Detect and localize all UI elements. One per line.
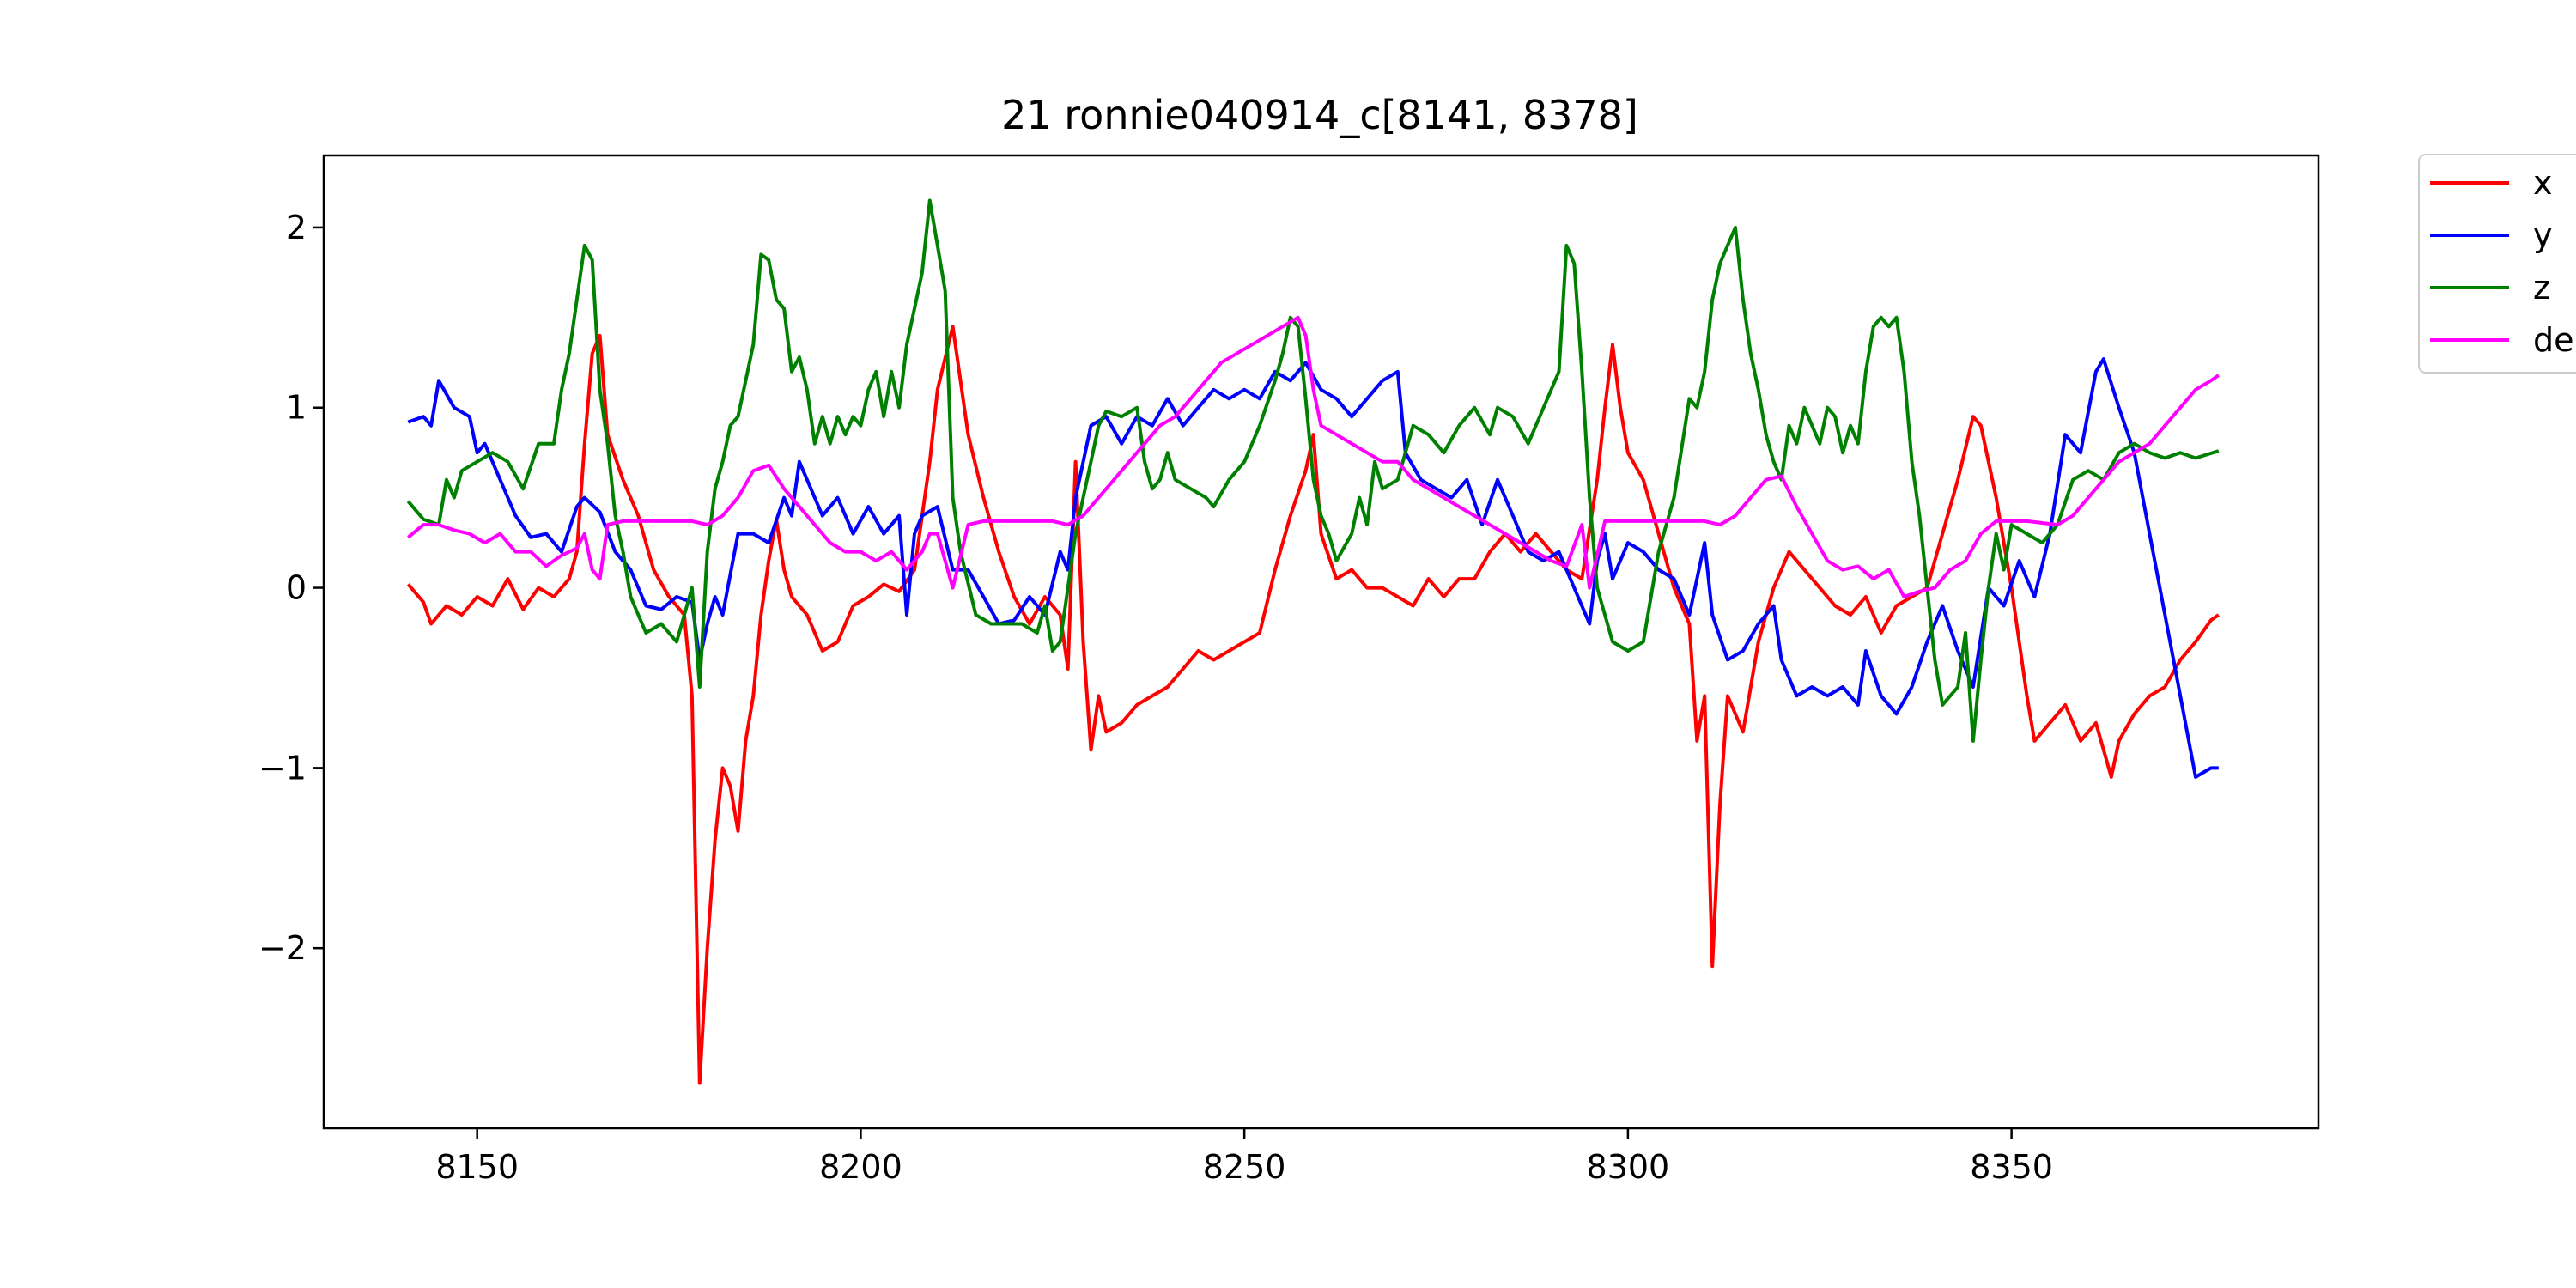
y-tick-label: −2 (258, 929, 307, 967)
x-tick-label: 8250 (1203, 1148, 1286, 1186)
y-tick-label: 2 (286, 209, 307, 246)
y-axis: 2 1 0 −1 −2 (258, 209, 324, 967)
legend-label-z: z (2533, 269, 2550, 307)
legend-box (2418, 154, 2576, 374)
y-tick-label: −1 (258, 749, 307, 787)
legend-label-x: x (2533, 164, 2553, 202)
series-line-x (406, 325, 2220, 1085)
legend: xyz de (2418, 154, 2576, 374)
plot-area-frame (322, 154, 2320, 1130)
x-tick-label: 8150 (435, 1148, 519, 1186)
y-tick-label: 0 (286, 569, 307, 607)
legend-label-y: y (2533, 216, 2553, 254)
chart-title: 21 ronnie040914_c[8141, 8378] (1001, 92, 1638, 138)
x-tick-label: 8300 (1587, 1148, 1670, 1186)
series-line-z (406, 198, 2220, 743)
legend-label-de: de (2533, 321, 2574, 359)
series-line-y (407, 357, 2219, 779)
y-tick-label: 1 (286, 389, 307, 427)
series-line-de (407, 315, 2220, 598)
series-layer (406, 198, 2220, 1085)
x-axis: 8150 8200 8250 8300 8350 (435, 1128, 2053, 1186)
x-tick-label: 8200 (819, 1148, 902, 1186)
x-tick-label: 8350 (1970, 1148, 2053, 1186)
